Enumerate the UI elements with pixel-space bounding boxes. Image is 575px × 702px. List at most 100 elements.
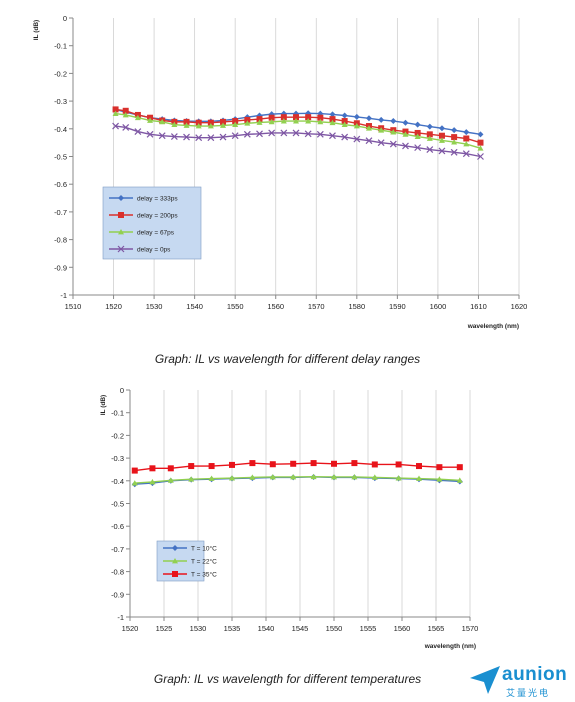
data-point	[244, 116, 251, 123]
x-tick-label: 1560	[267, 302, 284, 311]
data-point	[268, 114, 275, 121]
legend-label: delay = 0ps	[137, 247, 171, 254]
x-axis-title: wavelength (nm)	[424, 643, 476, 650]
data-point	[280, 114, 287, 121]
y-tick-label: -0.1	[111, 409, 124, 418]
legend-label: T = 35°C	[191, 571, 217, 579]
data-point	[351, 460, 358, 467]
x-axis-title: wavelength (nm)	[467, 323, 519, 330]
data-point	[477, 153, 484, 160]
y-tick-label: -1	[60, 291, 67, 300]
legend-swatch-marker	[172, 571, 178, 577]
data-point	[329, 111, 336, 118]
data-point	[134, 114, 141, 121]
data-point	[122, 107, 129, 114]
data-point	[426, 131, 433, 138]
data-point	[371, 474, 378, 480]
data-point	[219, 133, 227, 141]
x-tick-label: 1590	[389, 302, 406, 311]
data-point	[112, 110, 119, 116]
data-point	[378, 116, 385, 123]
y-tick-label: -0.2	[111, 431, 124, 440]
x-tick-label: 1525	[156, 624, 173, 633]
x-tick-label: 1555	[360, 624, 377, 633]
data-point	[436, 464, 443, 471]
data-point	[305, 114, 312, 121]
data-point	[243, 130, 251, 138]
series-markers	[131, 460, 463, 474]
chart-2: 0 -0.1 -0.2 -0.3 -0.4 -0.5 -0.6 -0.7 -0.8 -0.9 -1 1…	[100, 386, 478, 650]
data-point	[463, 135, 470, 142]
x-tick-label: 1560	[394, 624, 411, 633]
data-point	[477, 131, 484, 138]
data-point	[195, 123, 202, 129]
series-line	[134, 462, 460, 472]
y-tick-label: -0.4	[54, 125, 67, 134]
legend-swatch-marker	[118, 212, 124, 218]
logo-wordmark: aunion	[502, 664, 568, 685]
data-point	[195, 119, 202, 126]
y-tick-label: -0.6	[54, 180, 67, 189]
data-point	[244, 120, 251, 126]
data-point	[451, 127, 458, 134]
x-tick-label: 1600	[430, 302, 447, 311]
data-point	[414, 129, 421, 136]
data-point	[171, 121, 178, 128]
data-point	[112, 122, 119, 130]
data-point	[426, 123, 433, 130]
data-point	[456, 464, 463, 471]
data-point	[450, 148, 458, 156]
data-point	[341, 121, 348, 128]
logo-subtitle: 艾量光电	[506, 689, 551, 699]
y-tick-label: -0.7	[111, 545, 124, 554]
data-point	[365, 115, 372, 122]
x-tick-label: 1550	[326, 624, 343, 633]
data-point	[365, 125, 372, 131]
data-point	[147, 117, 154, 123]
chart-2-caption: Graph: IL vs wavelength for different te…	[153, 672, 422, 686]
logo-mark-icon	[470, 666, 500, 694]
data-point	[134, 128, 142, 135]
legend-label: T = 10°C	[191, 545, 217, 553]
data-point	[220, 118, 227, 125]
data-point	[416, 463, 422, 470]
data-point	[451, 139, 458, 145]
data-point	[167, 465, 174, 472]
data-point	[438, 132, 445, 139]
data-point	[159, 118, 166, 125]
data-point	[329, 119, 336, 126]
y-axis-title: IL (dB)	[100, 395, 107, 415]
x-tick-label: 1510	[65, 302, 82, 311]
series-markers	[112, 110, 484, 151]
data-point	[402, 119, 409, 126]
data-point	[290, 473, 297, 480]
data-point	[390, 118, 397, 125]
legend-label: delay = 333ps	[137, 196, 178, 203]
data-point	[188, 463, 195, 470]
data-point	[451, 134, 458, 141]
data-point	[426, 135, 433, 141]
y-tick-label: -0.7	[54, 208, 67, 217]
data-point	[456, 477, 463, 483]
x-tick-label: 1520	[105, 302, 122, 311]
data-point	[207, 119, 214, 126]
data-point	[331, 473, 337, 480]
x-tick-label: 1530	[146, 302, 163, 311]
y-tick-label: -0.9	[111, 590, 124, 599]
data-point	[310, 473, 317, 480]
data-point	[438, 125, 445, 132]
data-point	[112, 106, 119, 113]
data-point	[414, 133, 421, 139]
x-tick-label: 1530	[190, 624, 207, 633]
data-point	[477, 139, 484, 146]
data-point	[331, 460, 337, 467]
data-point	[249, 460, 256, 467]
data-point	[149, 465, 156, 472]
y-tick-label: -0.3	[54, 97, 67, 106]
data-point	[269, 461, 276, 468]
data-point	[341, 133, 349, 141]
y-tick-label: -0.5	[111, 500, 124, 509]
x-tick-label: 1540	[258, 624, 275, 633]
data-point	[317, 114, 324, 121]
data-point	[249, 474, 256, 480]
